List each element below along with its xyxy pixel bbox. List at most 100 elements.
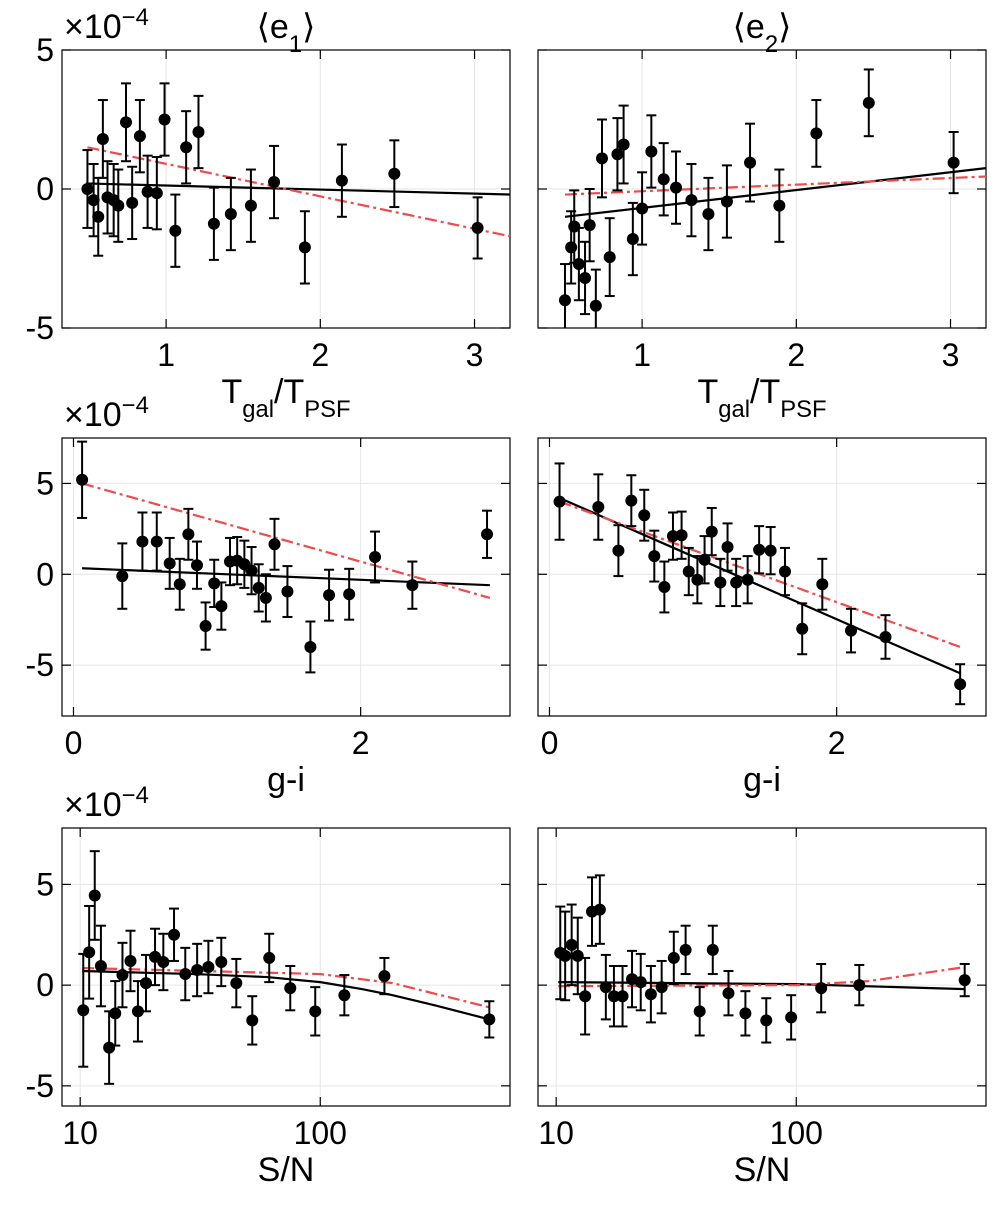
axis-multiplier-part: −4 bbox=[122, 4, 149, 31]
point bbox=[571, 949, 584, 962]
point bbox=[202, 961, 215, 973]
point bbox=[230, 977, 243, 990]
point bbox=[565, 938, 578, 951]
panel-title: ⟨e1⟩ bbox=[257, 8, 316, 58]
point bbox=[77, 1004, 90, 1017]
x-axis-label-part: g-i bbox=[743, 761, 781, 799]
x-axis-label: g-i bbox=[743, 761, 781, 799]
x-tick-label: 100 bbox=[294, 1115, 347, 1151]
point bbox=[879, 630, 892, 643]
point bbox=[83, 946, 96, 959]
point bbox=[163, 557, 176, 570]
y-tick-label: 5 bbox=[36, 465, 54, 501]
x-axis-label-part: T bbox=[697, 373, 718, 411]
x-axis-label-part: gal bbox=[242, 396, 274, 423]
point bbox=[744, 156, 757, 169]
point bbox=[252, 581, 265, 594]
point bbox=[764, 544, 777, 557]
x-axis-label: S/N bbox=[734, 1151, 791, 1189]
point bbox=[599, 981, 612, 994]
point bbox=[88, 889, 101, 902]
point bbox=[343, 588, 356, 601]
point bbox=[208, 577, 221, 590]
panel-title-part: ⟨e bbox=[257, 8, 289, 46]
point bbox=[259, 591, 272, 604]
axes-frame bbox=[537, 437, 987, 717]
point bbox=[714, 576, 727, 589]
x-axis-label-part: T bbox=[221, 373, 242, 411]
y-tick-label: -5 bbox=[26, 310, 54, 346]
point bbox=[705, 525, 718, 538]
point bbox=[182, 528, 195, 541]
panel-title-part: ⟩ bbox=[302, 8, 315, 46]
point bbox=[136, 535, 149, 548]
x-axis-label-part: gal bbox=[718, 396, 750, 423]
point bbox=[169, 224, 182, 237]
x-axis-label-part: PSF bbox=[304, 396, 350, 423]
point bbox=[281, 585, 294, 598]
point bbox=[150, 187, 163, 200]
point bbox=[388, 167, 401, 180]
x-axis-label-part: g-i bbox=[267, 761, 305, 799]
panel-title-part: 1 bbox=[289, 31, 302, 58]
point bbox=[126, 196, 139, 209]
point bbox=[603, 251, 616, 264]
axis-multiplier: ×10−4 bbox=[64, 782, 149, 825]
point bbox=[720, 195, 733, 208]
point bbox=[612, 544, 625, 557]
point bbox=[558, 294, 571, 307]
x-axis-label-part: PSF bbox=[780, 396, 826, 423]
x-tick-label: 1 bbox=[157, 337, 175, 373]
point bbox=[579, 990, 592, 1003]
point bbox=[309, 1005, 322, 1018]
point bbox=[268, 176, 281, 189]
x-tick-label: 2 bbox=[828, 725, 846, 761]
point bbox=[741, 573, 754, 586]
point bbox=[158, 113, 171, 126]
point bbox=[191, 964, 204, 977]
point bbox=[94, 959, 107, 972]
point bbox=[645, 145, 658, 158]
point bbox=[559, 949, 572, 962]
axes-frame bbox=[61, 827, 511, 1107]
point bbox=[572, 258, 585, 271]
point bbox=[284, 982, 297, 995]
point bbox=[730, 576, 743, 589]
point bbox=[246, 1014, 259, 1027]
point bbox=[853, 979, 866, 992]
point bbox=[685, 194, 698, 207]
point bbox=[173, 578, 186, 591]
point bbox=[607, 990, 620, 1003]
x-tick-label: 2 bbox=[311, 337, 329, 373]
point bbox=[625, 494, 638, 507]
point bbox=[298, 241, 311, 254]
point bbox=[245, 564, 258, 577]
point bbox=[378, 970, 391, 983]
y-tick-label: -5 bbox=[26, 1068, 54, 1104]
point bbox=[304, 640, 317, 653]
point bbox=[670, 181, 683, 194]
point bbox=[657, 173, 670, 186]
point bbox=[658, 580, 671, 593]
fit-line bbox=[82, 969, 490, 1021]
axis-multiplier-part: ×10 bbox=[64, 396, 122, 434]
panel-title: ⟨e2⟩ bbox=[733, 8, 792, 58]
axis-multiplier: ×10−4 bbox=[64, 392, 149, 435]
point bbox=[698, 553, 711, 566]
x-axis-label-part: S/N bbox=[734, 1151, 791, 1189]
point bbox=[636, 202, 649, 215]
point bbox=[679, 943, 692, 956]
point bbox=[693, 1005, 706, 1018]
point bbox=[648, 550, 661, 563]
axes-frame bbox=[537, 49, 987, 329]
x-tick-label: 10 bbox=[62, 1115, 98, 1151]
point bbox=[655, 981, 668, 994]
point bbox=[179, 968, 192, 981]
point bbox=[596, 152, 608, 165]
point bbox=[579, 271, 592, 284]
panel-title-part: ⟩ bbox=[778, 8, 791, 46]
point bbox=[215, 600, 228, 613]
x-axis-label-part: S/N bbox=[258, 1151, 315, 1189]
point bbox=[785, 1011, 798, 1024]
point bbox=[862, 96, 875, 109]
